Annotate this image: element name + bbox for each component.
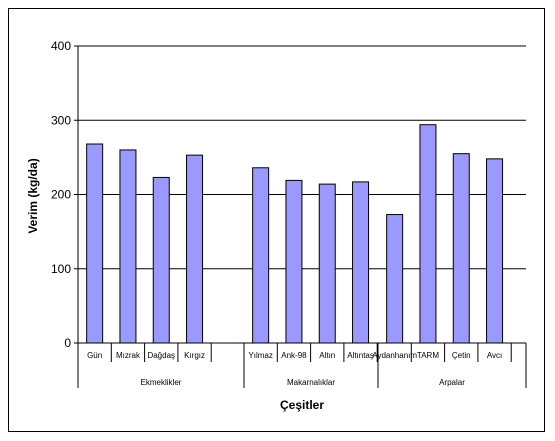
group-label: Makarnalıklar: [287, 378, 335, 387]
category-label: Çetin: [452, 351, 471, 360]
bar: [452, 153, 470, 344]
category-label: Gün: [87, 351, 102, 360]
bar: [86, 143, 104, 344]
group-label: Arpalar: [439, 378, 465, 387]
category-label: Dağdaş: [147, 351, 175, 360]
bar: [285, 179, 303, 344]
bar: [252, 167, 270, 344]
y-tick-labels: 0 100 200 300 400: [51, 39, 78, 350]
axes: [77, 46, 527, 388]
bar: [486, 158, 504, 344]
category-label: Mızrak: [116, 351, 141, 360]
y-tick-label: 100: [51, 262, 71, 276]
bar: [152, 176, 170, 344]
group-labels: Ekmeklikler Makarnalıklar Arpalar: [141, 378, 466, 387]
bars: [86, 124, 504, 344]
bar: [352, 181, 370, 344]
y-tick-label: 300: [51, 113, 71, 127]
group-label: Ekmeklikler: [141, 378, 182, 387]
bar: [419, 124, 437, 344]
y-tick-label: 0: [64, 336, 71, 350]
y-tick-label: 400: [51, 39, 71, 53]
category-labels: Gün Mızrak Dağdaş Kırgız Yılmaz Ank-98 Altın Al…: [87, 351, 502, 360]
category-label: Aydanhanım: [372, 351, 417, 360]
bar: [119, 149, 137, 344]
category-label: Altıntaş: [347, 351, 374, 360]
y-axis-title: Verim (kg/da): [26, 158, 40, 233]
category-label: Avcı: [487, 351, 502, 360]
bar: [386, 214, 404, 344]
y-tick-label: 200: [51, 188, 71, 202]
x-axis-title: Çeşitler: [280, 398, 324, 412]
category-label: TARM: [417, 351, 439, 360]
bar: [318, 183, 336, 344]
category-label: Ank-98: [281, 351, 307, 360]
category-label: Yılmaz: [248, 351, 272, 360]
bar: [186, 154, 204, 344]
category-label: Kırgız: [184, 351, 205, 360]
category-label: Altın: [319, 351, 335, 360]
